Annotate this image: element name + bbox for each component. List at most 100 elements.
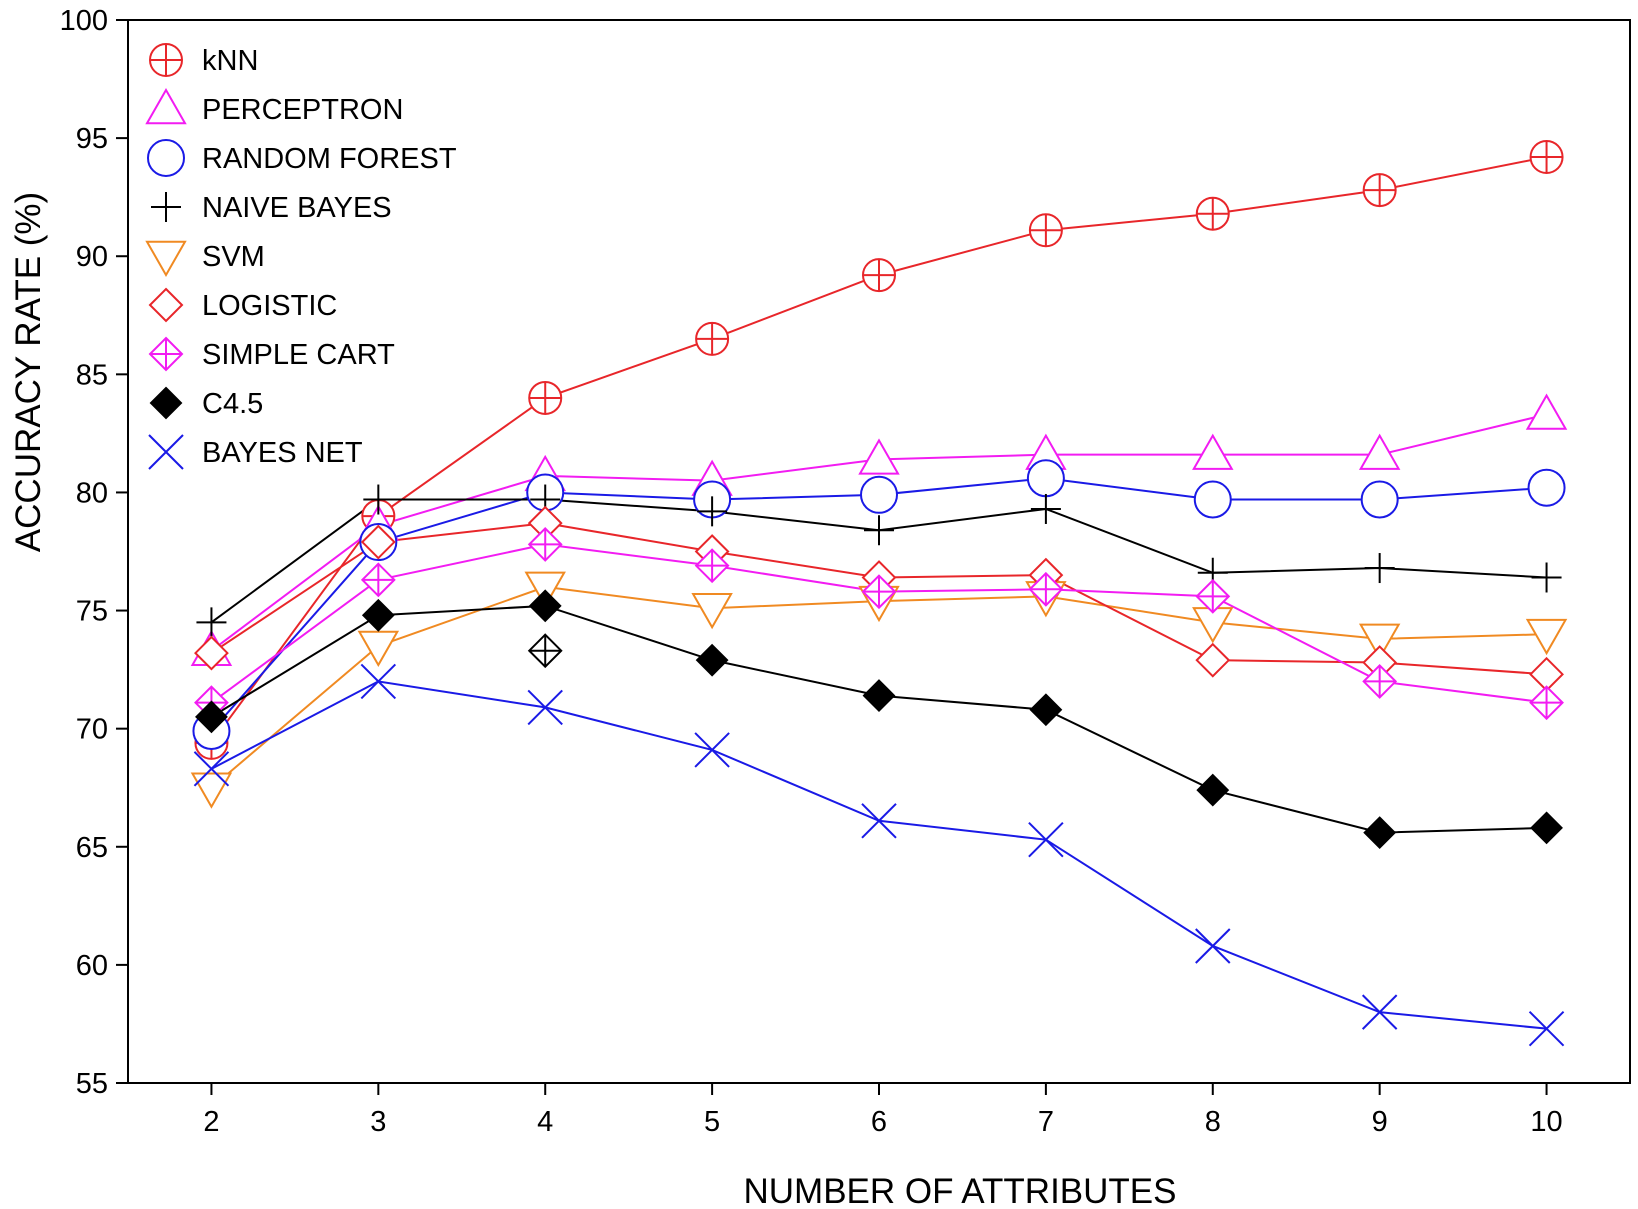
legend-marker	[148, 287, 184, 323]
data-point	[691, 592, 733, 630]
data-point	[695, 643, 729, 677]
data-point	[1195, 928, 1231, 964]
legend-marker	[145, 240, 187, 278]
data-point	[527, 633, 563, 669]
data-point	[858, 438, 900, 475]
data-point	[1364, 553, 1395, 584]
data-point	[1529, 685, 1564, 721]
data-point	[1026, 459, 1065, 498]
data-point	[524, 571, 566, 608]
data-point	[1030, 493, 1061, 524]
legend-item: NAIVE BAYES	[151, 192, 392, 224]
data-point	[1530, 811, 1563, 845]
data-point	[528, 589, 562, 623]
marker-shape	[190, 772, 233, 809]
data-point	[527, 689, 563, 726]
marker-shape	[1530, 811, 1563, 845]
legend-label: LOGISTIC	[202, 290, 337, 322]
legend-label: PERCEPTRON	[202, 94, 403, 126]
data-point	[1528, 1010, 1565, 1047]
legend-marker	[151, 192, 181, 222]
legend-marker	[145, 87, 187, 125]
x-tick-label: 10	[1530, 1106, 1562, 1138]
marker-stroke	[1528, 1010, 1565, 1047]
marker-shape	[858, 438, 900, 475]
legend: kNN PERCEPTRON RANDOM FOREST NAIVE BAYES SVM…	[145, 43, 457, 470]
legend-label: C4.5	[202, 388, 263, 420]
marker-shape	[1196, 773, 1230, 807]
y-tick-label: 70	[76, 714, 108, 746]
y-tick-label: 100	[60, 5, 108, 37]
marker-layer	[190, 140, 1568, 1047]
x-tick-label: 2	[203, 1106, 219, 1138]
x-tick-label: 9	[1372, 1106, 1388, 1138]
legend-item: C4.5	[149, 386, 263, 420]
marker-shape	[1525, 618, 1568, 656]
marker-shape	[1525, 393, 1568, 430]
legend-item: BAYES NET	[148, 434, 363, 470]
marker-shape	[524, 571, 566, 608]
data-point	[1028, 821, 1064, 858]
marker-stroke	[1361, 994, 1398, 1030]
data-point	[861, 574, 897, 610]
data-point	[1363, 816, 1397, 850]
data-point	[1358, 623, 1401, 660]
legend-item: kNN	[149, 43, 258, 77]
data-point	[1525, 618, 1568, 656]
data-point	[190, 772, 233, 809]
x-tick-label: 7	[1038, 1106, 1054, 1138]
data-point	[361, 598, 395, 632]
marker-shape	[360, 524, 396, 560]
data-point	[363, 484, 394, 515]
marker-shape	[195, 700, 228, 734]
x-tick-label: 4	[537, 1106, 553, 1138]
data-point	[1362, 173, 1397, 208]
marker-stroke	[861, 803, 897, 839]
data-point	[861, 803, 897, 839]
legend-marker	[148, 434, 184, 470]
legend-item: RANDOM FOREST	[147, 139, 457, 177]
marker-shape	[194, 635, 229, 671]
marker-shape	[860, 475, 898, 514]
legend-marker	[148, 336, 184, 372]
y-tick-label: 95	[76, 123, 108, 155]
axis-layer: 2 3 4 5 6 7 8 9 10 55 60 65 70 75 80 85 90 95 100	[60, 5, 1563, 1138]
data-point	[527, 526, 563, 562]
y-tick-label: 65	[76, 832, 108, 864]
legend-marker	[147, 139, 185, 177]
legend-item: LOGISTIC	[148, 287, 337, 323]
marker-shape	[147, 139, 185, 177]
marker-shape	[149, 386, 183, 420]
marker-stroke	[1195, 928, 1231, 964]
marker-shape	[1527, 468, 1566, 507]
data-point	[1361, 994, 1398, 1030]
marker-shape	[357, 630, 400, 668]
marker-shape	[1360, 480, 1399, 519]
data-point	[1360, 480, 1399, 519]
data-point	[195, 700, 228, 734]
data-point	[1196, 773, 1230, 807]
legend-item: PERCEPTRON	[145, 87, 403, 126]
marker-shape	[862, 679, 896, 713]
x-tick-label: 5	[704, 1106, 720, 1138]
x-axis-title: NUMBER OF ATTRIBUTES	[744, 1172, 1177, 1209]
legend-label: RANDOM FOREST	[202, 143, 457, 175]
data-point	[1529, 140, 1564, 175]
data-point	[860, 475, 898, 514]
marker-shape	[145, 240, 187, 278]
data-point	[695, 321, 730, 356]
series-line	[210, 604, 1547, 834]
marker-shape	[691, 592, 733, 630]
marker-shape	[1358, 623, 1401, 660]
marker-stroke	[193, 751, 230, 787]
marker-shape	[695, 643, 729, 677]
data-point	[1358, 433, 1401, 470]
legend-item: SVM	[145, 240, 265, 278]
legend-label: SVM	[202, 241, 265, 273]
data-point	[697, 496, 728, 527]
data-point	[862, 679, 896, 713]
marker-shape	[528, 589, 562, 623]
y-axis-title: ACCURACY RATE (%)	[9, 192, 48, 552]
marker-stroke	[1028, 821, 1064, 858]
